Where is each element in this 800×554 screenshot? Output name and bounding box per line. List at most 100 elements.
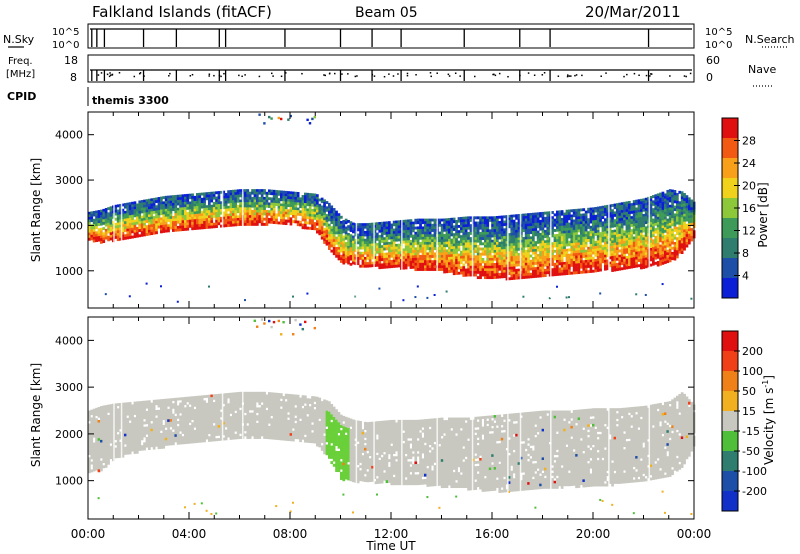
- echo-cell: [359, 225, 362, 229]
- echo-cell: [508, 214, 511, 218]
- echo-cell: [431, 226, 434, 230]
- echo-cell: [556, 221, 559, 224]
- echo-cell: [534, 217, 538, 221]
- echo-cell: [227, 192, 230, 196]
- echo-cell: [654, 235, 658, 239]
- echo-cell: [656, 229, 660, 233]
- echo-cell: [589, 230, 593, 234]
- echo-cell: [388, 262, 391, 266]
- echo-cell: [688, 199, 691, 203]
- echo-cell: [690, 238, 694, 242]
- echo-cell: [625, 222, 629, 226]
- echo-cell: [476, 229, 480, 233]
- echo-cell: [361, 230, 365, 234]
- echo-cell: [366, 236, 370, 239]
- echo-cell: [100, 233, 103, 236]
- echo-cell: [536, 256, 540, 260]
- echo-cell: [352, 240, 355, 244]
- echo-cell: [635, 236, 638, 239]
- echo-cell: [236, 191, 240, 195]
- echo-cell: [553, 236, 557, 240]
- echo-cell: [570, 217, 574, 221]
- echo-cell: [517, 263, 521, 267]
- echo-cell: [649, 250, 653, 254]
- echo-cell: [604, 244, 607, 248]
- echo-cell: [532, 246, 535, 250]
- echo-cell: [484, 242, 487, 246]
- echo-cell: [107, 443, 110, 447]
- echo-cell: [356, 228, 360, 232]
- echo-cell: [532, 220, 535, 224]
- echo-cell: [383, 242, 386, 246]
- echo-cell: [378, 263, 382, 267]
- echo-cell: [666, 241, 670, 245]
- echo-cell: [541, 240, 545, 244]
- colorbar-tick-label: 4: [742, 270, 749, 283]
- nave-dot: [685, 75, 687, 78]
- echo-cell: [484, 265, 487, 269]
- echo-cell: [428, 244, 432, 248]
- echo-cell: [491, 226, 494, 230]
- echo-cell: [428, 262, 432, 266]
- echo-cell: [517, 276, 521, 280]
- echo-cell: [673, 208, 677, 212]
- echo-cell: [580, 229, 583, 233]
- nsearch-tick-bottom: 10^0: [705, 40, 732, 51]
- echo-cell: [582, 234, 586, 238]
- echo-cell: [306, 198, 310, 201]
- echo-cell: [666, 210, 670, 214]
- echo-cell: [652, 257, 655, 261]
- echo-cell: [522, 216, 526, 220]
- echo-cell: [587, 246, 590, 250]
- echo-cell: [464, 247, 468, 251]
- echo-cell: [676, 211, 679, 215]
- echo-cell: [460, 240, 463, 244]
- echo-cell: [162, 229, 166, 233]
- echo-cell: [452, 243, 456, 247]
- sporadic-echo: [522, 295, 525, 298]
- echo-cell: [373, 238, 377, 241]
- echo-cell: [356, 254, 360, 258]
- echo-cell: [104, 423, 108, 427]
- echo-cell: [352, 248, 355, 252]
- echo-cell: [462, 242, 466, 246]
- echo-cell: [102, 421, 106, 425]
- echo-cell: [217, 222, 221, 226]
- echo-cell: [92, 460, 96, 464]
- echo-cell: [294, 220, 298, 224]
- echo-cell: [227, 190, 230, 194]
- echo-cell: [90, 451, 94, 455]
- echo-cell: [464, 245, 468, 249]
- echo-cell: [349, 236, 353, 240]
- echo-cell: [498, 275, 502, 279]
- echo-cell: [412, 258, 415, 261]
- echo-cell: [390, 226, 394, 230]
- echo-cell: [632, 236, 636, 240]
- echo-cell: [644, 202, 648, 206]
- echo-cell: [572, 255, 576, 259]
- echo-cell: [491, 224, 494, 228]
- echo-cell: [635, 199, 638, 203]
- echo-cell: [104, 441, 108, 445]
- nave-dot: [397, 73, 399, 75]
- echo-cell: [560, 264, 564, 268]
- echo-cell: [395, 233, 398, 237]
- echo-cell: [462, 237, 466, 241]
- echo-cell: [109, 404, 113, 408]
- nave-dot: [108, 75, 111, 78]
- echo-cell: [282, 195, 286, 199]
- echo-cell: [642, 198, 646, 202]
- echo-cell: [673, 195, 677, 199]
- echo-cell: [577, 219, 581, 222]
- echo-cell: [668, 230, 672, 234]
- echo-cell: [145, 209, 149, 213]
- echo-cell: [450, 228, 454, 232]
- echo-cell: [589, 269, 593, 273]
- echo-cell: [457, 219, 461, 223]
- nave-dot: [581, 74, 583, 77]
- echo-cell: [522, 252, 526, 256]
- echo-cell: [253, 207, 257, 211]
- echo-cell: [582, 260, 586, 264]
- echo-cell: [256, 194, 259, 198]
- echo-cell: [563, 220, 566, 224]
